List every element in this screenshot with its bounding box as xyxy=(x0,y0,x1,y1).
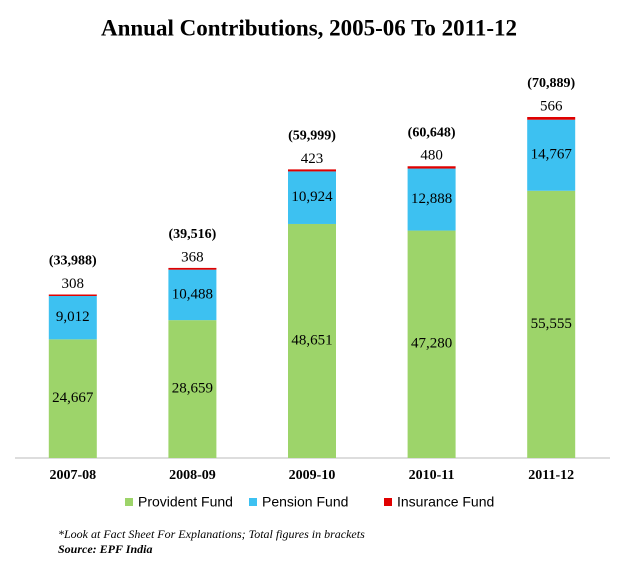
x-tick-label: 2009-10 xyxy=(289,468,336,483)
bar-segment xyxy=(527,119,576,191)
value-label: 28,659 xyxy=(172,381,213,397)
bar-segment xyxy=(168,267,217,270)
chart-title: Annual Contributions, 2005-06 To 2011-12 xyxy=(101,15,517,40)
value-label: 47,280 xyxy=(411,336,452,352)
bar-segment xyxy=(407,168,456,231)
total-label: (59,999) xyxy=(288,129,336,144)
bar-segment xyxy=(168,320,217,458)
bar-segment xyxy=(407,230,456,458)
value-label: 566 xyxy=(540,98,563,114)
total-label: (60,648) xyxy=(408,125,456,140)
legend-swatch xyxy=(384,498,392,506)
value-label: 308 xyxy=(62,276,85,292)
bar-segment xyxy=(168,269,217,321)
value-label: 368 xyxy=(181,249,204,265)
bar-segment xyxy=(288,169,336,172)
value-label: 10,488 xyxy=(172,286,213,302)
total-label: (70,889) xyxy=(527,76,575,91)
legend-swatch xyxy=(125,498,133,506)
x-tick-label: 2010-11 xyxy=(409,468,455,483)
value-label: 480 xyxy=(420,148,443,164)
value-label: 48,651 xyxy=(291,332,332,348)
bar-segment xyxy=(527,190,576,458)
bar-segment xyxy=(527,117,576,120)
legend-label: Provident Fund xyxy=(138,494,233,510)
value-label: 55,555 xyxy=(531,316,572,332)
bar-segment xyxy=(48,295,97,340)
x-tick-label: 2007-08 xyxy=(49,468,96,483)
bar-segment xyxy=(407,166,456,169)
legend-label: Pension Fund xyxy=(262,494,348,510)
value-label: 12,888 xyxy=(411,191,452,207)
total-label: (39,516) xyxy=(168,227,216,242)
value-label: 10,924 xyxy=(291,189,333,205)
bar-segment xyxy=(48,294,97,296)
x-tick-label: 2008-09 xyxy=(169,468,216,483)
value-label: 24,667 xyxy=(52,390,94,406)
bar-segment xyxy=(288,171,336,224)
value-label: 423 xyxy=(301,151,324,167)
source: Source: EPF India xyxy=(58,542,152,556)
legend-label: Insurance Fund xyxy=(397,494,494,510)
bar-segment xyxy=(288,223,336,458)
value-label: 9,012 xyxy=(56,309,90,325)
x-tick-label: 2011-12 xyxy=(528,468,574,483)
legend-swatch xyxy=(249,498,257,506)
footnote: *Look at Fact Sheet For Explanations; To… xyxy=(58,527,365,541)
total-label: (33,988) xyxy=(49,254,97,269)
bar-segment xyxy=(48,339,97,458)
value-label: 14,767 xyxy=(531,147,573,163)
